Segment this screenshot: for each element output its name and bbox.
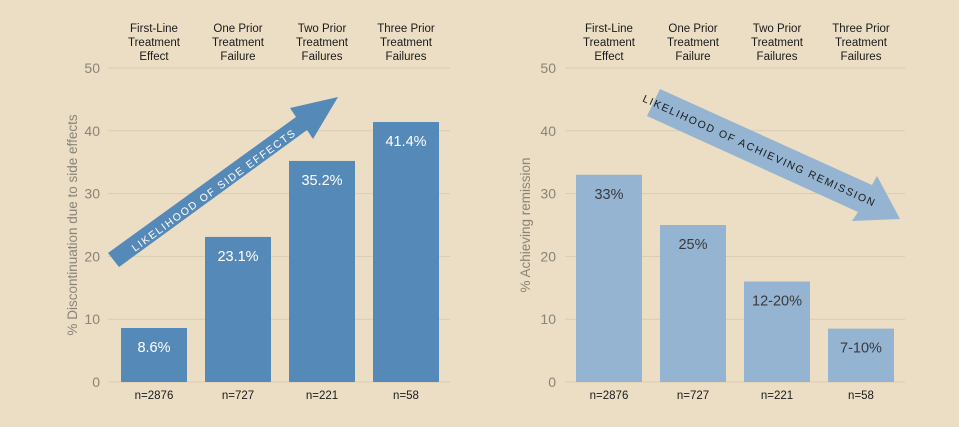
left-category-header-line: Three Prior [377, 23, 435, 35]
remission-arrow-label: LIKELIHOOD OF ACHIEVING REMISSION [641, 93, 878, 210]
right-y-tick-label: 10 [540, 311, 556, 327]
right-sample-size: n=221 [761, 390, 793, 402]
left-category-header: Two Prior Treatment Failures [296, 23, 349, 63]
side-effects-arrow-shape [108, 97, 338, 267]
right-category-header-line: Treatment [835, 37, 888, 49]
left-sample-sizes: n=2876 n=727 n=221 n=58 [135, 390, 419, 402]
left-data-label: 23.1% [217, 249, 258, 265]
right-category-headers: First-Line Treatment Effect One Prior Treatm… [583, 23, 890, 63]
left-data-label: 8.6% [137, 340, 170, 356]
left-category-header-line: First-Line [130, 23, 178, 35]
remission-arrow-shape [647, 89, 900, 221]
right-bar [744, 281, 810, 382]
right-category-header: Two Prior Treatment Failures [751, 23, 804, 63]
left-category-header-line: Effect [139, 51, 169, 63]
left-y-tick-label: 50 [84, 60, 100, 76]
left-category-header-line: Failures [386, 51, 427, 63]
right-data-label: 12-20% [752, 294, 802, 310]
right-category-header-line: First-Line [585, 23, 633, 35]
right-bars [576, 174, 894, 382]
left-bars [121, 122, 439, 383]
left-sample-size: n=727 [222, 390, 254, 402]
chart-right: 0 10 20 30 40 50 % Achieving remission First-… [518, 23, 905, 402]
left-data-labels: 8.6% 23.1% 35.2% 41.4% [137, 134, 426, 356]
left-y-ticks: 0 10 20 30 40 50 [84, 60, 100, 390]
left-data-label: 41.4% [385, 134, 426, 150]
left-bar [121, 327, 187, 382]
left-y-tick-label: 30 [84, 186, 100, 202]
left-y-tick-label: 0 [92, 374, 100, 390]
right-category-header-line: Failure [675, 51, 710, 63]
right-bar [576, 174, 642, 382]
right-y-tick-label: 20 [540, 248, 556, 264]
right-data-labels: 33% 25% 12-20% 7-10% [594, 187, 882, 357]
right-sample-size: n=2876 [590, 390, 629, 402]
left-category-header-line: Treatment [380, 37, 433, 49]
left-y-tick-label: 40 [84, 123, 100, 139]
left-y-tick-label: 10 [84, 311, 100, 327]
right-y-tick-label: 0 [548, 374, 556, 390]
right-y-axis-label: % Achieving remission [518, 157, 533, 292]
right-sample-size: n=58 [848, 390, 874, 402]
right-category-header-line: Failures [757, 51, 798, 63]
right-category-header-line: Effect [594, 51, 624, 63]
left-y-axis-label: % Discontinuation due to side effects [65, 114, 80, 335]
right-category-header-line: Treatment [583, 37, 636, 49]
left-category-header: Three Prior Treatment Failures [377, 23, 435, 63]
left-category-header-line: Two Prior [298, 23, 347, 35]
left-category-header-line: Treatment [296, 37, 349, 49]
right-y-tick-label: 40 [540, 123, 556, 139]
right-data-label: 7-10% [840, 341, 882, 357]
right-y-tick-label: 50 [540, 60, 556, 76]
left-bar [289, 160, 355, 382]
right-data-label: 33% [594, 187, 623, 203]
left-bar [373, 122, 439, 383]
right-category-header-line: Failures [841, 51, 882, 63]
left-sample-size: n=2876 [135, 390, 174, 402]
left-category-header: One Prior Treatment Failure [212, 23, 265, 63]
remission-arrow: LIKELIHOOD OF ACHIEVING REMISSION [641, 89, 900, 221]
right-category-header: Three Prior Treatment Failures [832, 23, 890, 63]
left-data-label: 35.2% [301, 173, 342, 189]
right-category-header: First-Line Treatment Effect [583, 23, 636, 63]
left-category-headers: First-Line Treatment Effect One Prior Treatm… [128, 23, 435, 63]
left-category-header: First-Line Treatment Effect [128, 23, 181, 63]
right-category-header: One Prior Treatment Failure [667, 23, 720, 63]
right-bar [660, 225, 726, 382]
right-category-header-line: One Prior [668, 23, 717, 35]
right-category-header-line: Treatment [667, 37, 720, 49]
left-category-header-line: Treatment [212, 37, 265, 49]
side-effects-arrow-label: LIKELIHOOD OF SIDE EFFECTS [130, 127, 299, 254]
right-sample-sizes: n=2876 n=727 n=221 n=58 [590, 390, 874, 402]
left-y-tick-label: 20 [84, 248, 100, 264]
left-category-header-line: Failure [220, 51, 255, 63]
chart-left: 0 10 20 30 40 50 % Discontinuation due to sid… [65, 23, 450, 402]
left-category-header-line: One Prior [213, 23, 262, 35]
right-category-header-line: Two Prior [753, 23, 802, 35]
right-bar [828, 328, 894, 382]
right-y-ticks: 0 10 20 30 40 50 [540, 60, 556, 390]
left-category-header-line: Treatment [128, 37, 181, 49]
right-category-header-line: Three Prior [832, 23, 890, 35]
right-y-tick-label: 30 [540, 186, 556, 202]
left-bar [205, 236, 271, 382]
right-data-label: 25% [678, 237, 707, 253]
left-sample-size: n=221 [306, 390, 338, 402]
left-sample-size: n=58 [393, 390, 419, 402]
right-category-header-line: Treatment [751, 37, 804, 49]
right-sample-size: n=727 [677, 390, 709, 402]
left-category-header-line: Failures [302, 51, 343, 63]
